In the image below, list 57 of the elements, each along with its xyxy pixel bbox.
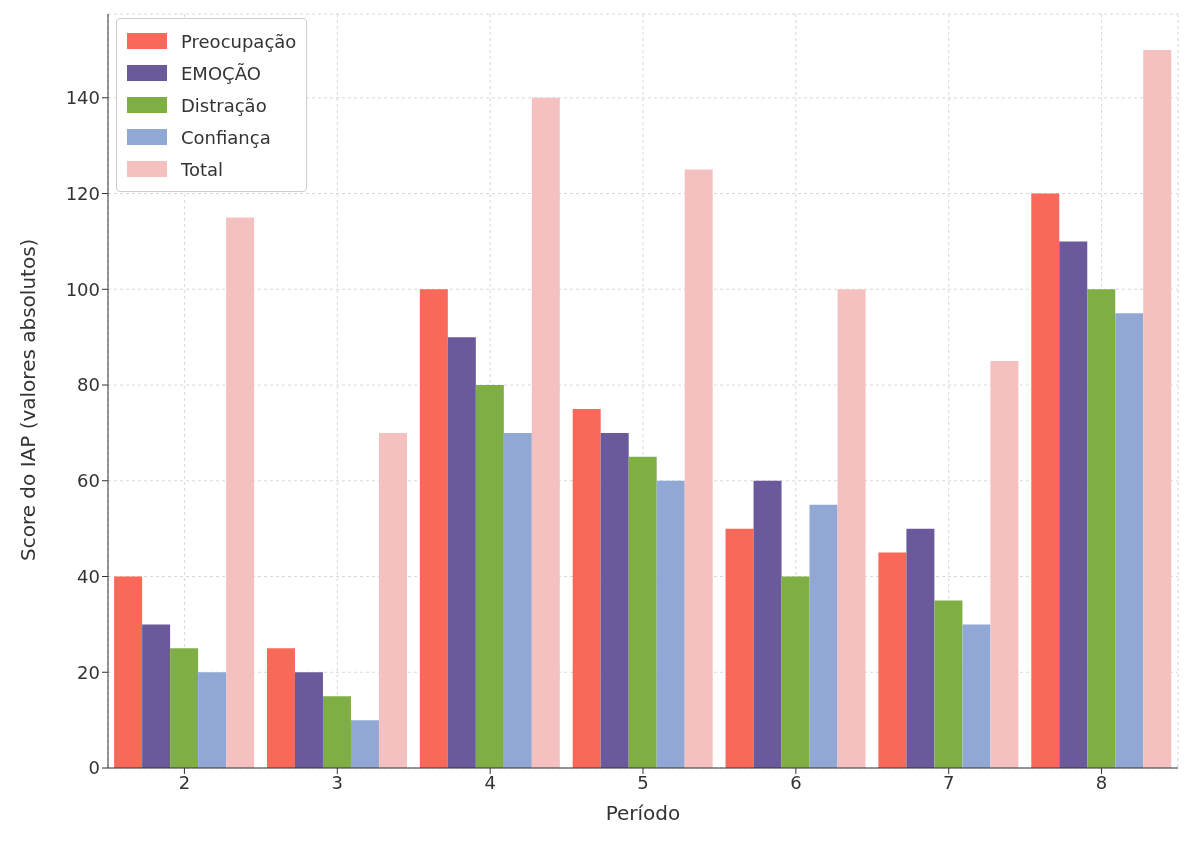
bar	[600, 432, 629, 768]
x-tick-label: 5	[637, 771, 649, 793]
bar	[266, 648, 295, 768]
x-axis-title: Período	[605, 801, 681, 825]
bar	[878, 552, 907, 768]
bar	[419, 289, 448, 768]
bar	[226, 217, 255, 768]
bar	[990, 361, 1019, 768]
legend-label: EMOÇÃO	[181, 62, 261, 84]
x-tick-label: 3	[331, 771, 344, 793]
bar	[1115, 313, 1144, 768]
x-tick-label: 7	[942, 771, 955, 793]
bar	[114, 576, 143, 768]
bar	[934, 600, 963, 768]
bar	[906, 528, 935, 768]
bar	[503, 432, 532, 768]
bar	[447, 337, 476, 768]
bar	[753, 480, 782, 768]
y-tick-label: 0	[88, 757, 100, 779]
bar	[531, 97, 560, 768]
y-tick-label: 80	[77, 374, 100, 396]
bar	[350, 720, 379, 768]
bar	[809, 504, 838, 768]
bar	[198, 672, 227, 768]
x-tick-label: 2	[178, 771, 191, 793]
y-tick-label: 60	[77, 470, 100, 492]
bar	[725, 528, 754, 768]
y-axis-title: Score do IAP (valores absolutos)	[16, 238, 41, 561]
bar	[962, 624, 991, 768]
bar	[1059, 241, 1088, 768]
legend-label: Total	[181, 158, 224, 180]
y-tick-label: 140	[65, 87, 100, 109]
bar	[294, 672, 323, 768]
bar	[656, 480, 685, 768]
bar	[684, 169, 713, 768]
x-tick-label: 6	[790, 771, 802, 793]
bar	[1031, 193, 1060, 768]
legend-label: Distração	[181, 94, 267, 116]
y-tick-label: 100	[65, 278, 100, 300]
y-tick-label: 40	[77, 565, 100, 587]
legend-label: Preocupação	[181, 30, 297, 52]
legend-label: Confiança	[181, 126, 271, 148]
bar	[572, 408, 601, 768]
x-tick-label: 4	[484, 771, 496, 793]
bar	[475, 385, 504, 768]
bar	[837, 289, 866, 768]
bar	[322, 696, 351, 768]
y-tick-label: 120	[65, 182, 100, 204]
bar	[378, 432, 407, 768]
bar	[1087, 289, 1116, 768]
x-tick-label: 8	[1095, 771, 1108, 793]
y-tick-label: 20	[77, 661, 100, 683]
bar	[1143, 49, 1172, 768]
bar	[142, 624, 171, 768]
bar	[170, 648, 199, 768]
bar	[628, 456, 657, 768]
bar	[781, 576, 810, 768]
